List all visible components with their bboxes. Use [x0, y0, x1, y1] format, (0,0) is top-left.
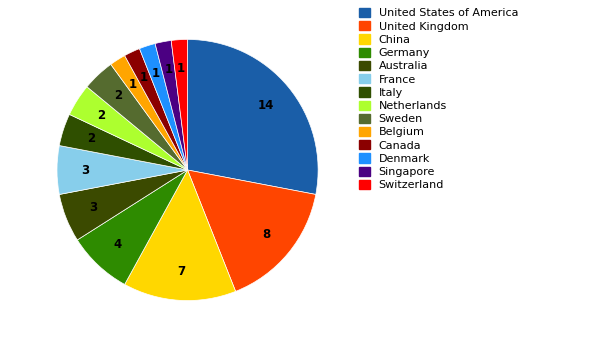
Wedge shape — [77, 170, 188, 285]
Text: 1: 1 — [129, 78, 137, 90]
Wedge shape — [188, 39, 318, 194]
Legend: United States of America, United Kingdom, China, Germany, Australia, France, Ita: United States of America, United Kingdom… — [356, 6, 520, 192]
Text: 1: 1 — [165, 64, 172, 76]
Wedge shape — [59, 170, 188, 240]
Text: 4: 4 — [114, 238, 122, 251]
Wedge shape — [125, 170, 235, 301]
Text: 3: 3 — [89, 201, 97, 214]
Wedge shape — [188, 170, 316, 291]
Text: 1: 1 — [140, 71, 148, 84]
Text: 8: 8 — [262, 228, 270, 241]
Wedge shape — [87, 64, 188, 170]
Text: 3: 3 — [82, 164, 90, 176]
Wedge shape — [70, 87, 188, 170]
Text: 2: 2 — [87, 132, 95, 145]
Text: 14: 14 — [258, 99, 274, 112]
Text: 1: 1 — [152, 67, 160, 80]
Text: 2: 2 — [97, 109, 106, 122]
Wedge shape — [57, 146, 188, 194]
Wedge shape — [59, 115, 188, 170]
Wedge shape — [171, 39, 188, 170]
Text: 7: 7 — [177, 265, 185, 278]
Wedge shape — [155, 40, 188, 170]
Wedge shape — [140, 44, 188, 170]
Wedge shape — [125, 49, 188, 170]
Wedge shape — [111, 55, 188, 170]
Text: 1: 1 — [177, 62, 185, 75]
Text: 2: 2 — [114, 89, 122, 102]
